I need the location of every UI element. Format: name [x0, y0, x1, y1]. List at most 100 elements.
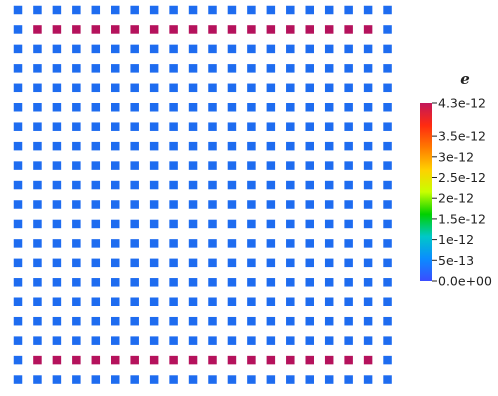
data-point — [208, 239, 217, 248]
data-point — [305, 141, 314, 151]
data-point — [266, 297, 276, 306]
data-point — [266, 316, 276, 326]
data-point — [305, 103, 314, 112]
data-point — [169, 103, 178, 112]
data-point — [344, 239, 353, 248]
data-point — [33, 180, 42, 190]
data-point — [286, 180, 295, 190]
data-point — [111, 103, 120, 112]
data-point — [188, 103, 198, 112]
data-point — [91, 180, 101, 190]
data-point — [305, 297, 314, 306]
data-point — [72, 161, 81, 170]
data-point — [208, 103, 217, 112]
data-point — [305, 336, 314, 345]
data-point — [52, 375, 62, 384]
data-point — [130, 5, 139, 15]
data-point — [363, 44, 373, 54]
data-point — [208, 161, 217, 170]
data-point — [13, 83, 23, 93]
data-point — [286, 200, 295, 209]
data-point — [111, 64, 120, 73]
data-point — [72, 103, 81, 112]
data-point — [383, 83, 392, 93]
data-point — [208, 219, 217, 229]
data-point — [286, 83, 295, 93]
data-point — [149, 316, 159, 326]
data-point — [13, 141, 23, 151]
data-point — [344, 278, 353, 287]
data-point — [247, 64, 256, 73]
data-point — [227, 278, 237, 287]
data-point — [344, 83, 353, 93]
data-point — [363, 336, 373, 345]
data-point — [383, 180, 392, 190]
colorbar-ticks: 4.3e-12 3.5e-12 3e-12 2.5e-12 2e-12 1.5e-12 1e… — [432, 96, 492, 289]
data-point — [286, 103, 295, 112]
data-point — [111, 200, 120, 209]
data-point — [130, 161, 139, 170]
data-point — [52, 258, 62, 268]
data-point — [169, 83, 178, 93]
data-point — [52, 83, 62, 93]
data-point — [169, 180, 178, 190]
data-point — [344, 375, 353, 384]
data-point — [149, 64, 159, 73]
data-point — [247, 316, 256, 326]
data-point — [13, 5, 23, 15]
data-point — [383, 375, 392, 384]
data-point — [13, 219, 23, 229]
data-point — [266, 103, 276, 112]
data-point — [72, 297, 81, 306]
data-point — [247, 219, 256, 229]
data-point — [266, 278, 276, 287]
data-point — [130, 239, 139, 248]
data-point — [363, 278, 373, 287]
data-point — [324, 64, 334, 73]
data-point — [149, 355, 159, 365]
data-point — [149, 200, 159, 209]
data-point — [111, 44, 120, 54]
data-point — [247, 258, 256, 268]
data-point — [208, 200, 217, 209]
data-point — [247, 103, 256, 112]
data-point — [52, 64, 62, 73]
data-point — [247, 83, 256, 93]
data-point — [344, 141, 353, 151]
data-point — [91, 239, 101, 248]
data-point — [286, 161, 295, 170]
data-point — [72, 25, 81, 34]
data-point — [33, 219, 42, 229]
data-point — [324, 25, 334, 34]
data-point — [286, 44, 295, 54]
data-point — [91, 200, 101, 209]
data-point — [111, 122, 120, 131]
data-point — [130, 297, 139, 306]
data-point — [286, 219, 295, 229]
data-point — [324, 161, 334, 170]
data-point — [130, 200, 139, 209]
data-point — [344, 25, 353, 34]
data-point — [91, 336, 101, 345]
colorbar: e 4.3e-12 3.5e-12 3e-12 2.5e-12 2e-12 1.5e-12… — [420, 70, 492, 289]
data-point — [130, 278, 139, 287]
data-point — [13, 64, 23, 73]
data-point — [266, 5, 276, 15]
data-point — [266, 122, 276, 131]
data-point — [72, 355, 81, 365]
data-point — [33, 122, 42, 131]
data-point — [33, 297, 42, 306]
data-point — [52, 355, 62, 365]
data-point — [130, 336, 139, 345]
data-point — [130, 83, 139, 93]
data-point — [247, 25, 256, 34]
data-point — [188, 355, 198, 365]
data-point — [52, 316, 62, 326]
data-point — [305, 258, 314, 268]
data-point — [208, 375, 217, 384]
data-point — [188, 297, 198, 306]
data-point — [33, 336, 42, 345]
data-point — [111, 297, 120, 306]
data-point — [149, 161, 159, 170]
colorbar-tick-label: 3.5e-12 — [438, 129, 486, 144]
